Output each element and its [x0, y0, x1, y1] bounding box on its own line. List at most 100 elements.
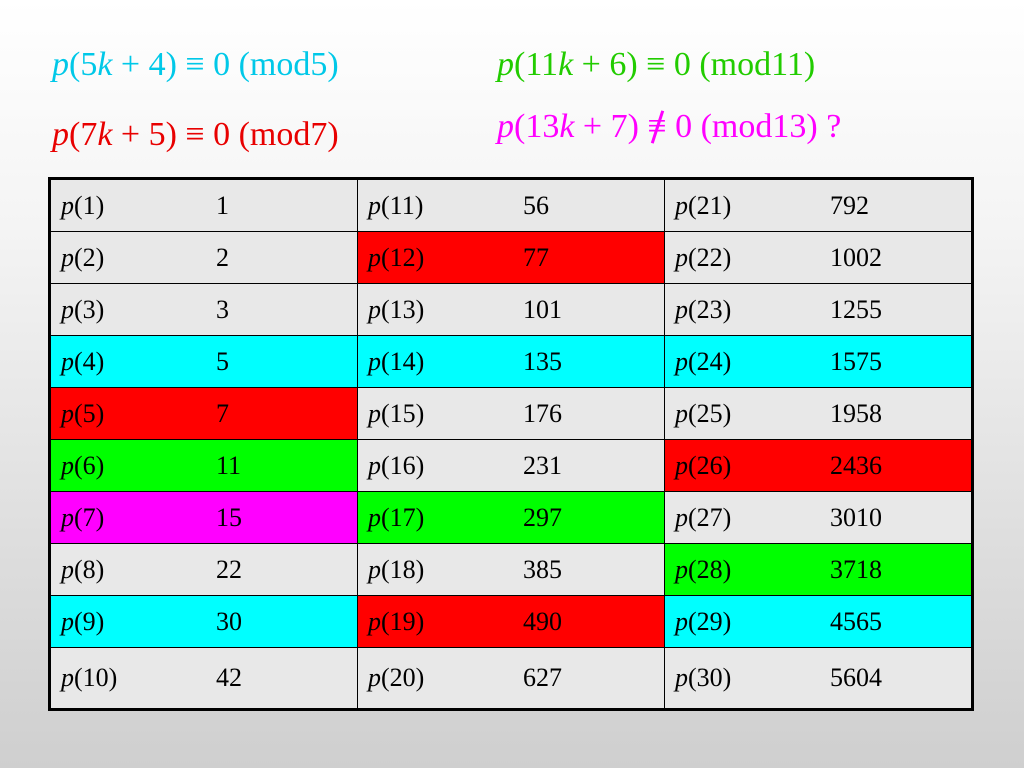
congruence-mod7: p(7k + 5) ≡ 0 (mod7) — [52, 116, 339, 153]
partition-argument: (20) — [381, 663, 425, 692]
partition-label: p(20) — [368, 663, 424, 693]
cell-highlight: p(5) 7 — [51, 388, 357, 439]
table-cell: p(16) 231 — [357, 439, 665, 492]
congruence-mod5: p(5k + 4) ≡ 0 (mod5) — [52, 46, 339, 83]
partition-label: p(28) — [675, 555, 731, 585]
fn-symbol: p — [368, 554, 381, 584]
partition-argument: (23) — [688, 294, 732, 324]
table-cell: p(20) 627 — [357, 647, 665, 710]
table-row: p(7) 15 p(17) 297 p(27) 3010 — [49, 491, 973, 544]
partition-label: p(30) — [675, 663, 731, 693]
cell-highlight: p(14) 135 — [358, 336, 664, 387]
cell-highlight: p(1) 1 — [51, 180, 357, 231]
cell-highlight: p(22) 1002 — [665, 232, 971, 283]
partition-label: p(29) — [675, 607, 731, 637]
partition-argument: (8) — [74, 554, 105, 584]
partition-value: 11 — [216, 450, 242, 480]
partition-argument: (30) — [688, 663, 732, 692]
fn-symbol: p — [368, 398, 381, 428]
table-row: p(4) 5 p(14) 135 p(24) 1575 — [49, 335, 973, 388]
partition-argument: (2) — [74, 242, 105, 272]
table-cell: p(10) 42 — [49, 647, 358, 710]
table-row: p(9) 30 p(19) 490 p(29) 4565 — [49, 595, 973, 648]
partition-value: 297 — [523, 502, 562, 532]
partition-label: p(3) — [61, 295, 104, 325]
table-row: p(2) 2 p(12) 77 p(22) 1002 — [49, 231, 973, 284]
partition-label: p(24) — [675, 347, 731, 377]
partition-argument: (5) — [74, 398, 105, 428]
fn-symbol: p — [61, 294, 74, 324]
table-cell: p(28) 3718 — [664, 543, 973, 596]
partition-values-table: p(1) 1 p(11) 56 p(21) 792 p(2) 2 p(12) 77 p(22) 100… — [48, 177, 974, 711]
partition-argument: (28) — [688, 554, 732, 584]
table-cell: p(12) 77 — [357, 231, 665, 284]
cell-highlight: p(8) 22 — [51, 544, 357, 595]
table-cell: p(3) 3 — [49, 283, 358, 336]
table-cell: p(9) 30 — [49, 595, 358, 648]
cell-highlight: p(21) 792 — [665, 180, 971, 231]
cell-highlight: p(28) 3718 — [665, 544, 971, 595]
cell-highlight: p(18) 385 — [358, 544, 664, 595]
cell-highlight: p(15) 176 — [358, 388, 664, 439]
table-cell: p(22) 1002 — [664, 231, 973, 284]
fn-symbol: p — [61, 190, 74, 220]
table-cell: p(15) 176 — [357, 387, 665, 440]
partition-argument: (16) — [381, 450, 425, 480]
table-cell: p(1) 1 — [49, 178, 358, 232]
partition-argument: (13) — [381, 294, 425, 324]
partition-label: p(26) — [675, 451, 731, 481]
partition-label: p(23) — [675, 295, 731, 325]
partition-argument: (24) — [688, 346, 732, 376]
fn-symbol: p — [497, 46, 514, 83]
table-cell: p(21) 792 — [664, 178, 973, 232]
partition-value: 1002 — [830, 242, 882, 272]
partition-label: p(18) — [368, 555, 424, 585]
partition-label: p(27) — [675, 503, 731, 533]
partition-value: 30 — [216, 606, 242, 636]
fn-symbol: p — [61, 450, 74, 480]
fn-symbol: p — [675, 554, 688, 584]
partition-label: p(2) — [61, 243, 104, 273]
cell-highlight: p(17) 297 — [358, 492, 664, 543]
fn-symbol: p — [675, 190, 688, 220]
fn-symbol: p — [675, 663, 688, 692]
fn-symbol: p — [675, 242, 688, 272]
partition-label: p(19) — [368, 607, 424, 637]
partition-value: 1255 — [830, 294, 882, 324]
partition-value: 231 — [523, 450, 562, 480]
table-row: p(5) 7 p(15) 176 p(25) 1958 — [49, 387, 973, 440]
fn-symbol: p — [368, 606, 381, 636]
partition-value: 5604 — [830, 663, 882, 692]
cell-highlight: p(10) 42 — [51, 648, 357, 708]
fn-symbol: p — [368, 502, 381, 532]
partition-label: p(6) — [61, 451, 104, 481]
cell-highlight: p(30) 5604 — [665, 648, 971, 708]
partition-value: 135 — [523, 346, 562, 376]
partition-label: p(25) — [675, 399, 731, 429]
fn-symbol: p — [675, 294, 688, 324]
cell-highlight: p(25) 1958 — [665, 388, 971, 439]
cell-highlight: p(26) 2436 — [665, 440, 971, 491]
cell-highlight: p(12) 77 — [358, 232, 664, 283]
fn-symbol: p — [52, 46, 69, 83]
partition-argument: (18) — [381, 554, 425, 584]
table-cell: p(5) 7 — [49, 387, 358, 440]
fn-symbol: p — [675, 346, 688, 376]
cell-highlight: p(19) 490 — [358, 596, 664, 647]
partition-argument: (27) — [688, 502, 732, 532]
partition-value: 1575 — [830, 346, 882, 376]
cell-highlight: p(7) 15 — [51, 492, 357, 543]
partition-value: 627 — [523, 663, 562, 692]
partition-value: 5 — [216, 346, 229, 376]
partition-value: 4565 — [830, 606, 882, 636]
fn-symbol: p — [675, 606, 688, 636]
partition-argument: (26) — [688, 450, 732, 480]
partition-argument: (4) — [74, 346, 105, 376]
table-cell: p(19) 490 — [357, 595, 665, 648]
fn-symbol: p — [61, 346, 74, 376]
partition-argument: (1) — [74, 190, 105, 220]
partition-label: p(14) — [368, 347, 424, 377]
fn-symbol: p — [61, 663, 74, 692]
partition-label: p(7) — [61, 503, 104, 533]
fn-symbol: p — [368, 346, 381, 376]
